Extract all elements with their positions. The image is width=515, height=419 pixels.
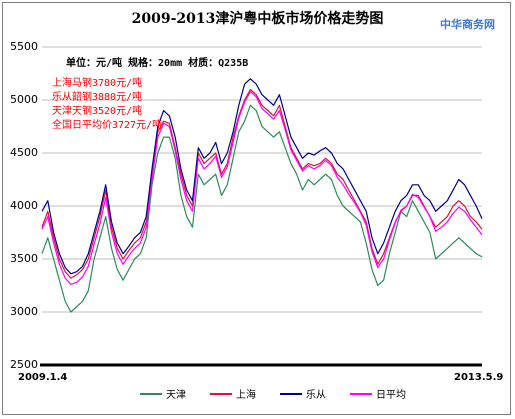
- legend-label-shanghai: 上海: [236, 390, 256, 401]
- y-tick-label: 2500: [10, 358, 38, 371]
- legend-swatch-tianjin: [140, 392, 162, 395]
- chart-title: 2009-2013津沪粤中板市场价格走势图: [131, 11, 384, 27]
- legend-swatch-shanghai: [210, 392, 232, 395]
- legend-label-tianjin: 天津: [166, 390, 186, 401]
- legend-item-shanghai: 上海: [210, 386, 256, 401]
- legend-label-average: 日平均: [376, 390, 406, 401]
- unit-note: 单位：元/吨 规格：20mm 材质：Q235B: [66, 58, 249, 69]
- annotation-national-average: 全国日平均价3727元/吨: [52, 120, 163, 131]
- x-start-label: 2009.1.4: [18, 372, 68, 383]
- y-tick-label: 3000: [10, 305, 38, 318]
- x-end-label: 2013.5.9: [454, 372, 504, 383]
- y-tick-label: 3500: [10, 252, 38, 265]
- brand-label: 中华商务网: [440, 18, 495, 31]
- legend-label-lecong: 乐从: [306, 390, 326, 401]
- series-line-3: [41, 90, 483, 285]
- legend-item-tianjin: 天津: [140, 386, 186, 401]
- series-line-0: [41, 104, 483, 313]
- annotation-shanghai: 上海马钢3780元/吨: [52, 78, 143, 89]
- legend-swatch-average: [350, 392, 372, 395]
- y-tick-label: 4000: [10, 199, 38, 212]
- series-line-2: [41, 78, 483, 275]
- annotation-tianjin: 天津天钢3520元/吨: [52, 106, 143, 117]
- chart-frame: [2, 2, 511, 415]
- y-tick-label: 5500: [10, 40, 38, 53]
- y-tick-label: 5000: [10, 93, 38, 106]
- legend-swatch-lecong: [280, 392, 302, 395]
- y-tick-label: 4500: [10, 146, 38, 159]
- legend-item-lecong: 乐从: [280, 386, 326, 401]
- legend-item-average: 日平均: [350, 386, 406, 401]
- gridlines: [42, 46, 482, 313]
- legend: 天津 上海 乐从 日平均: [140, 386, 406, 401]
- annotation-lecong: 乐从韶钢3880元/吨: [52, 92, 143, 103]
- series-lines: [41, 78, 483, 313]
